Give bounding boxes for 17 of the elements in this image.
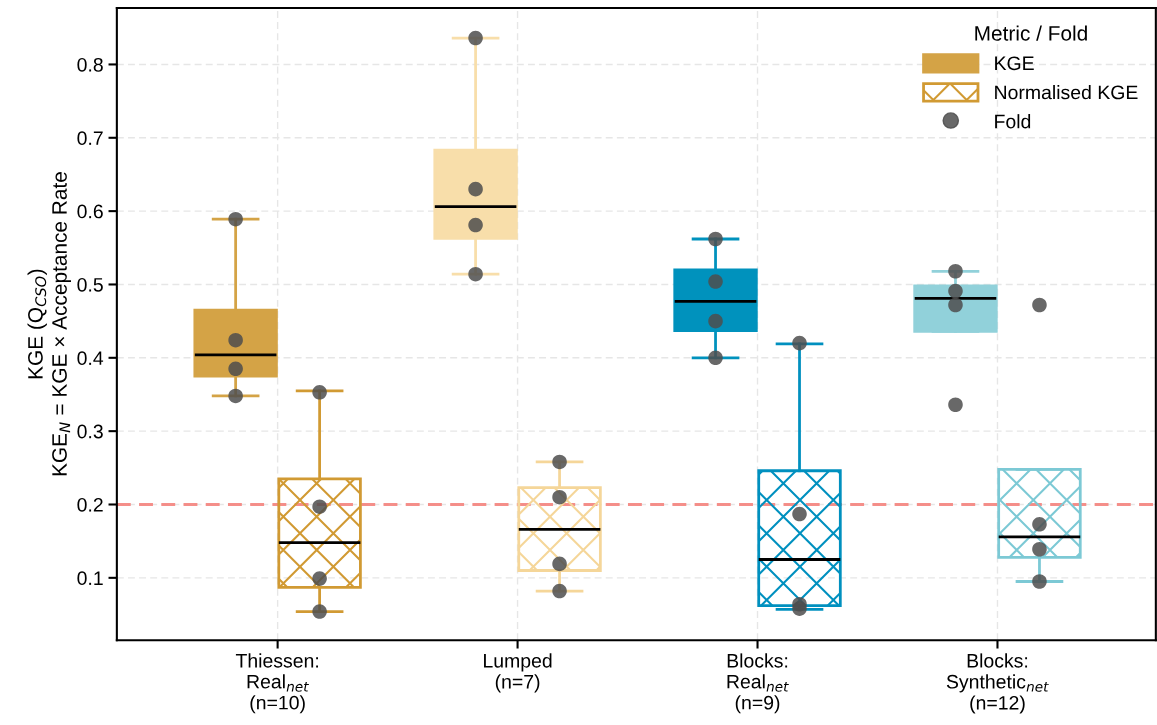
legend-label: KGE bbox=[995, 56, 1034, 71]
x-tick-label: Lumped (n=7) bbox=[484, 653, 552, 693]
y-tick-label: 0.1 bbox=[77, 571, 103, 586]
x-tick-label: Blocks: Synthetic$_{net}$ (n=12) bbox=[946, 653, 1049, 714]
y-tick-label: 0.5 bbox=[77, 277, 103, 292]
y-tick-label: 0.6 bbox=[77, 204, 103, 219]
legend-title: Metric / Fold bbox=[975, 25, 1087, 41]
legend-label: Normalised KGE bbox=[995, 85, 1138, 100]
y-tick-label: 0.2 bbox=[77, 497, 103, 512]
legend-label: Fold bbox=[995, 114, 1031, 129]
y-tick-label: 0.7 bbox=[77, 131, 103, 146]
x-tick-label: Blocks: Real$_{net}$ (n=9) bbox=[727, 653, 789, 714]
y-tick-label: 0.8 bbox=[77, 57, 103, 72]
y-tick-label: 0.3 bbox=[77, 424, 103, 439]
y-tick-label: 0.4 bbox=[77, 351, 104, 366]
text: KGE (Q$_{CSO}$) KGE$_{N}$ = KGE × Acceptance Rate bbox=[27, 172, 71, 476]
x-tick-label: Thiessen: Real$_{net}$ (n=10) bbox=[235, 653, 318, 714]
